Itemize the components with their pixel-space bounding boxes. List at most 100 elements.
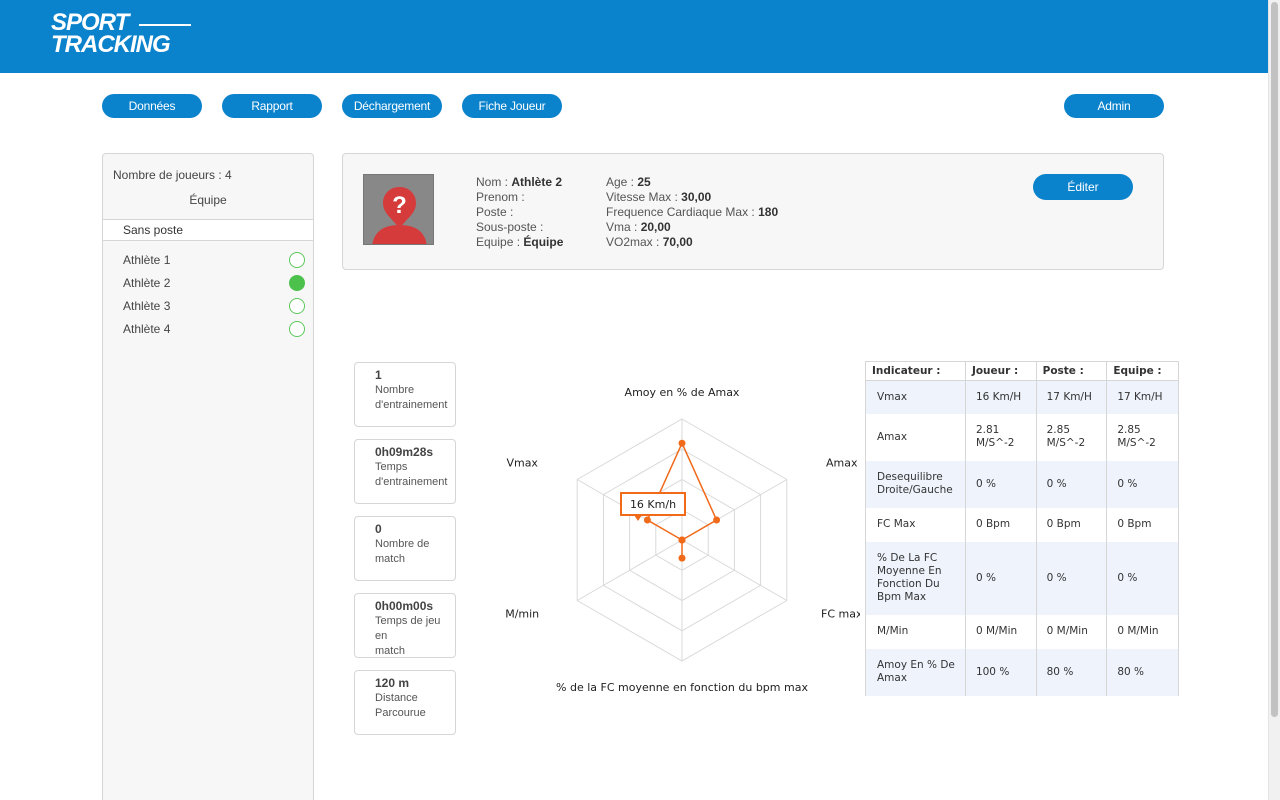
stat-card: 1 Nombre d'entrainement xyxy=(354,362,456,427)
unselected-indicator-icon[interactable] xyxy=(289,321,305,337)
table-cell: Vmax xyxy=(865,380,966,414)
table-cell: % De La FC Moyenne En Fonction Du Bpm Ma… xyxy=(865,541,966,615)
page-scrollbar[interactable] xyxy=(1268,0,1280,800)
stat-value: 1 xyxy=(375,368,382,382)
table-cell: 0 Bpm xyxy=(964,507,1037,542)
age-row: Age : 25 xyxy=(606,175,651,189)
radar-point[interactable] xyxy=(678,554,686,562)
table-cell: Desequilibre Droite/Gauche xyxy=(865,460,966,508)
dechargement-button[interactable]: Déchargement xyxy=(342,94,442,118)
stat-label: match xyxy=(375,553,405,565)
logo-line-1: SPORT xyxy=(51,9,129,36)
player-sidebar: Nombre de joueurs : 4 Équipe Sans poste … xyxy=(102,153,314,800)
athlete-item[interactable]: Athlète 2 xyxy=(123,273,305,293)
age-value: 25 xyxy=(637,175,651,189)
unselected-indicator-icon[interactable] xyxy=(289,298,305,314)
poste-row: Poste : xyxy=(476,205,514,219)
table-cell: 2.85 M/S^-2 xyxy=(1106,413,1179,461)
table-cell: Amoy En % De Amax xyxy=(865,648,966,696)
indicator-table: Indicateur : Joueur : Poste : Equipe : V… xyxy=(865,361,1179,696)
table-cell: 16 Km/H xyxy=(964,380,1037,414)
table-cell: 0 % xyxy=(1106,460,1179,508)
table-cell: 0 M/Min xyxy=(964,614,1037,649)
scrollbar-thumb[interactable] xyxy=(1271,2,1278,717)
table-cell: 100 % xyxy=(964,648,1037,696)
table-cell: 17 Km/H xyxy=(1106,380,1179,414)
table-cell: 2.85 M/S^-2 xyxy=(1035,413,1108,461)
radar-point[interactable] xyxy=(678,439,686,447)
stat-value: 0 xyxy=(375,522,382,536)
stat-label: Parcourue xyxy=(375,707,426,719)
radar-chart: Amoy en % de Amax Amax FC max % de la FC mo… xyxy=(505,386,860,694)
radar-points xyxy=(643,439,721,562)
radar-axis-label: % de la FC moyenne en fonction du bpm ma… xyxy=(556,681,808,694)
edit-button[interactable]: Éditer xyxy=(1033,174,1133,200)
table-row: Desequilibre Droite/Gauche 0 % 0 % 0 % xyxy=(865,460,1179,508)
sport-tracking-logo[interactable]: SPORT TRACKING xyxy=(51,9,191,57)
fc-row: Frequence Cardiaque Max : 180 xyxy=(606,205,779,219)
group-header[interactable]: Sans poste xyxy=(103,219,313,241)
table-row: FC Max 0 Bpm 0 Bpm 0 Bpm xyxy=(865,507,1179,542)
athlete-item[interactable]: Athlète 4 xyxy=(123,319,305,339)
table-row: Vmax 16 Km/H 17 Km/H 17 Km/H xyxy=(865,380,1179,414)
table-cell: 0 Bpm xyxy=(1035,507,1108,542)
team-name[interactable]: Équipe xyxy=(189,193,227,207)
stat-card: 120 m Distance Parcourue xyxy=(354,670,456,735)
radar-point[interactable] xyxy=(643,516,651,524)
athlete-name: Athlète 2 xyxy=(123,276,171,290)
radar-tooltip-text: 16 Km/h xyxy=(630,498,676,511)
athlete-name: Athlète 1 xyxy=(123,253,171,267)
table-row: Amax 2.81 M/S^-2 2.85 M/S^-2 2.85 M/S^-2 xyxy=(865,413,1179,461)
table-header-row: Indicateur : Joueur : Poste : Equipe : xyxy=(865,361,1179,381)
header-indicateur: Indicateur : xyxy=(865,361,966,381)
rapport-button[interactable]: Rapport xyxy=(222,94,322,118)
selected-indicator-icon[interactable] xyxy=(289,275,305,291)
stat-card: 0h00m00s Temps de jeu en match xyxy=(354,593,456,658)
athlete-item[interactable]: Athlète 3 xyxy=(123,296,305,316)
radar-axis-labels: Amoy en % de Amax Amax FC max % de la FC mo… xyxy=(505,386,860,694)
vma-row: Vma : 20,00 xyxy=(606,220,671,234)
table-cell: 0 % xyxy=(1106,541,1179,615)
fc-value: 180 xyxy=(758,205,779,219)
stat-card: 0h09m28s Temps d'entrainement xyxy=(354,439,456,504)
unselected-indicator-icon[interactable] xyxy=(289,252,305,268)
stat-label: match xyxy=(375,645,405,657)
table-cell: 0 % xyxy=(964,541,1037,615)
donnees-button[interactable]: Données xyxy=(102,94,202,118)
top-header: SPORT TRACKING xyxy=(0,0,1268,73)
stat-label: Temps xyxy=(375,461,408,473)
sous-poste-row: Sous-poste : xyxy=(476,220,544,234)
radar-axis-label: Amoy en % de Amax xyxy=(625,386,740,399)
header-poste: Poste : xyxy=(1035,361,1108,381)
radar-axis-label: Vmax xyxy=(506,457,538,470)
avatar: ? xyxy=(363,174,434,245)
athlete-item[interactable]: Athlète 1 xyxy=(123,250,305,270)
table-cell: 2.81 M/S^-2 xyxy=(964,413,1037,461)
table-cell: 0 % xyxy=(1035,460,1108,508)
radar-axis-label: FC max xyxy=(821,608,860,621)
radar-axis-label: Amax xyxy=(826,457,858,470)
stat-label: Nombre de xyxy=(375,538,430,550)
stat-label: d'entrainement xyxy=(375,476,448,488)
profile-left-column: Nom : Athlète 2 Prenom : Poste : Sous-po… xyxy=(476,175,563,250)
stat-value: 0h09m28s xyxy=(375,445,434,459)
fiche-joueur-button[interactable]: Fiche Joueur xyxy=(462,94,562,118)
table-cell: 0 M/Min xyxy=(1106,614,1179,649)
radar-point[interactable] xyxy=(678,536,686,544)
table-cell: 0 M/Min xyxy=(1035,614,1108,649)
stat-label: Nombre xyxy=(375,384,415,396)
profile-right-column: Age : 25 Vitesse Max : 30,00 Frequence C… xyxy=(606,175,778,250)
prenom-row: Prenom : xyxy=(476,190,525,204)
vo2-row: VO2max : 70,00 xyxy=(606,235,693,249)
header-joueur: Joueur : xyxy=(964,361,1037,381)
stat-label: d'entrainement xyxy=(375,399,448,411)
radar-point[interactable] xyxy=(713,516,721,524)
admin-button[interactable]: Admin xyxy=(1064,94,1164,118)
table-row: M/Min 0 M/Min 0 M/Min 0 M/Min xyxy=(865,614,1179,649)
radar-tooltip: 16 Km/h xyxy=(620,492,686,521)
stat-label: Temps de jeu en xyxy=(375,615,441,642)
vitesse-row: Vitesse Max : 30,00 xyxy=(606,190,712,204)
stat-card: 0 Nombre de match xyxy=(354,516,456,581)
table-cell: FC Max xyxy=(865,507,966,542)
table-row: % De La FC Moyenne En Fonction Du Bpm Ma… xyxy=(865,541,1179,615)
